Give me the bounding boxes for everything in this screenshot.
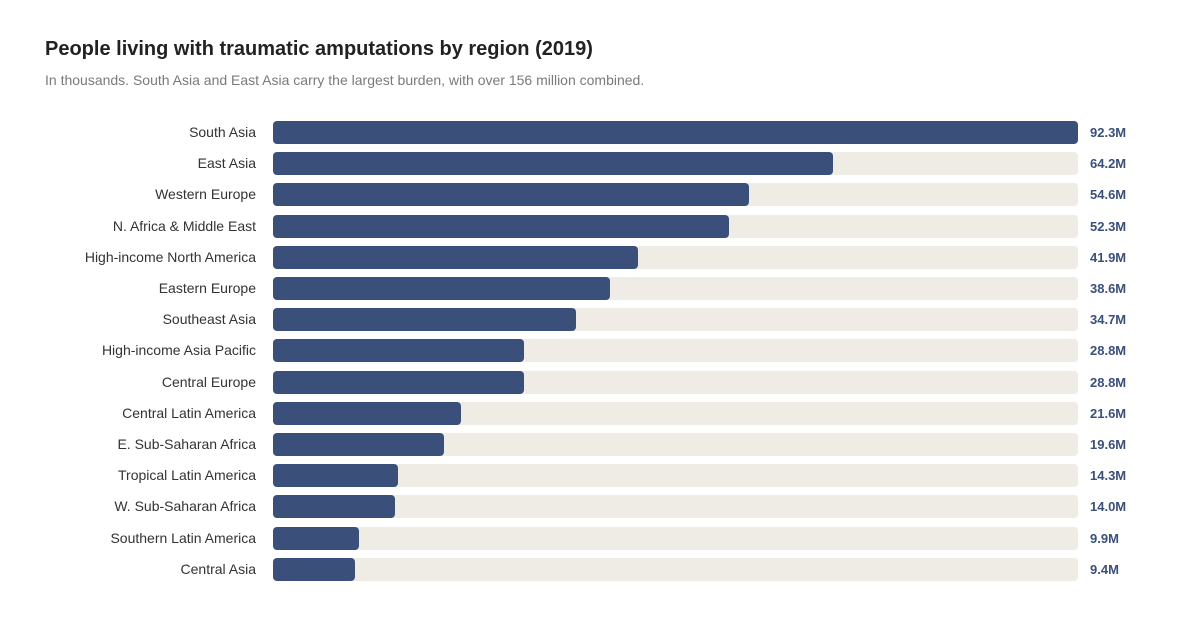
bar-row: Eastern Europe 38.6M — [0, 277, 1200, 300]
bar — [273, 401, 462, 425]
bar-row: Central Europe 28.8M — [0, 370, 1200, 394]
bar-row: East Asia 64.2M — [0, 152, 1200, 176]
category-label: Tropical Latin America — [118, 467, 256, 484]
bar — [273, 526, 360, 550]
value-label: 92.3M — [1090, 125, 1127, 140]
bar-row: W. Sub-Saharan Africa 14.0M — [0, 495, 1200, 519]
bar-track — [273, 121, 1078, 144]
chart-title: People living with traumatic amputations… — [45, 38, 593, 60]
chart-subtitle: In thousands. South Asia and East Asia c… — [45, 72, 645, 88]
value-label: 28.8M — [1090, 343, 1127, 359]
category-label: W. Sub-Saharan Africa — [114, 498, 256, 515]
bar-track — [273, 526, 1078, 550]
category-label: Southern Latin America — [110, 529, 256, 546]
value-label: 52.3M — [1090, 218, 1127, 234]
value-label: 28.8M — [1090, 374, 1127, 390]
value-label: 21.6M — [1090, 405, 1127, 421]
value-label: 54.6M — [1090, 187, 1127, 203]
value-label: 41.9M — [1090, 249, 1127, 265]
category-label: E. Sub-Saharan Africa — [117, 436, 256, 452]
value-label: 9.9M — [1090, 530, 1119, 546]
bar-row: Tropical Latin America 14.3M — [0, 464, 1200, 488]
category-label: Central Europe — [161, 373, 256, 390]
bar-track — [273, 245, 1078, 269]
bar-row: Southern Latin America 9.9M — [0, 526, 1200, 550]
bar-track — [273, 401, 1078, 425]
bar-track — [273, 277, 1078, 300]
value-label: 9.4M — [1090, 561, 1119, 577]
category-label: Eastern Europe — [158, 280, 256, 296]
category-label: N. Africa & Middle East — [112, 217, 256, 234]
bar-track — [273, 370, 1078, 394]
bar — [273, 308, 576, 332]
value-label: 34.7M — [1090, 312, 1127, 328]
bar — [273, 277, 610, 300]
bar-track — [273, 308, 1078, 332]
bar — [273, 183, 750, 207]
bar — [273, 245, 639, 269]
bar-track — [273, 464, 1078, 488]
bar-row: Southeast Asia 34.7M — [0, 308, 1200, 332]
category-label: Western Europe — [155, 186, 256, 203]
bar-row: E. Sub-Saharan Africa 19.6M — [0, 433, 1200, 456]
category-label: High-income North America — [84, 248, 256, 265]
bar-track — [273, 152, 1078, 176]
bar — [273, 557, 355, 581]
bar-row: Central Latin America 21.6M — [0, 401, 1200, 425]
bar-row: N. Africa & Middle East 52.3M — [0, 214, 1200, 238]
bar — [273, 464, 398, 488]
bar — [273, 495, 396, 519]
bar-row: Central Asia 9.4M — [0, 557, 1200, 581]
bar-row: High-income North America 41.9M — [0, 245, 1200, 269]
bar — [273, 121, 1078, 144]
bar-row: High-income Asia Pacific 28.8M — [0, 339, 1200, 363]
bar-track — [273, 433, 1078, 456]
bar-row: South Asia 92.3M — [0, 121, 1200, 144]
bar-track — [273, 183, 1078, 207]
category-label: High-income Asia Pacific — [101, 342, 256, 359]
bar-row: Western Europe 54.6M — [0, 183, 1200, 207]
value-label: 14.0M — [1090, 499, 1127, 515]
category-label: South Asia — [189, 124, 256, 140]
bar-track — [273, 557, 1078, 581]
value-label: 19.6M — [1090, 437, 1127, 452]
category-label: Central Latin America — [122, 404, 256, 421]
bar — [273, 370, 525, 394]
value-label: 38.6M — [1090, 281, 1127, 296]
category-label: East Asia — [197, 155, 256, 172]
category-label: Southeast Asia — [162, 311, 256, 328]
bar-track — [273, 495, 1078, 519]
bar — [273, 152, 833, 176]
bar — [273, 214, 730, 238]
bar — [273, 433, 444, 456]
value-label: 64.2M — [1090, 156, 1127, 172]
bar-track — [273, 214, 1078, 238]
category-label: Central Asia — [180, 560, 256, 577]
value-label: 14.3M — [1090, 468, 1127, 484]
bar-track — [273, 339, 1078, 363]
bar — [273, 339, 525, 363]
